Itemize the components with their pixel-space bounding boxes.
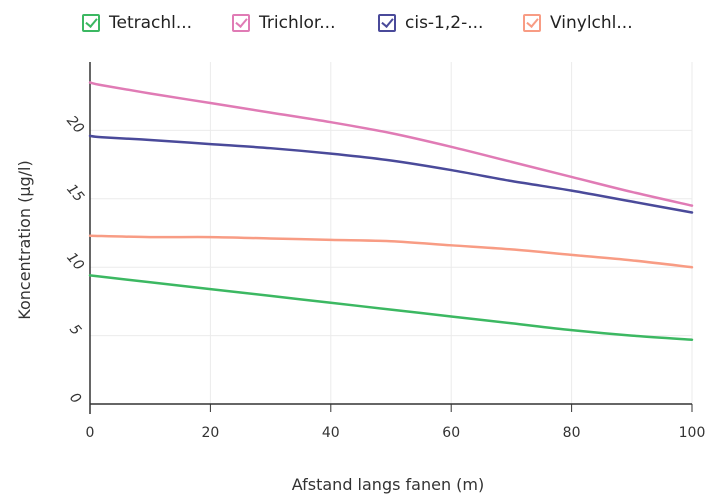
series-lines bbox=[88, 81, 694, 341]
y-tick-labels: 0 5 10 15 20 bbox=[63, 113, 87, 407]
checkbox-icon[interactable] bbox=[232, 14, 250, 32]
grid bbox=[90, 62, 693, 404]
axes bbox=[89, 62, 693, 414]
checkbox-icon[interactable] bbox=[378, 14, 396, 32]
y-tick-label: 0 bbox=[66, 390, 84, 407]
x-tick-label: 100 bbox=[679, 425, 706, 441]
legend-label: Vinylchl... bbox=[550, 13, 633, 33]
legend-label: Trichlor... bbox=[259, 13, 336, 33]
y-tick-label: 5 bbox=[66, 321, 84, 338]
y-tick-label: 20 bbox=[63, 113, 87, 137]
x-tick-label: 20 bbox=[201, 425, 219, 441]
legend-label: Tetrachl... bbox=[109, 13, 193, 33]
series-line-4 bbox=[88, 234, 694, 269]
checkbox-icon[interactable] bbox=[523, 14, 541, 32]
series-line-1 bbox=[88, 274, 694, 341]
x-tick-label: 0 bbox=[86, 425, 95, 441]
legend-label: cis-1,2-... bbox=[405, 13, 484, 33]
x-tick-label: 60 bbox=[442, 425, 460, 441]
x-tick-label: 80 bbox=[563, 425, 581, 441]
legend-item-4[interactable]: Vinylchl... bbox=[523, 10, 633, 36]
legend: Tetrachl... Trichlor... cis-1,2-... Vinylch… bbox=[0, 0, 712, 46]
legend-item-2[interactable]: Trichlor... bbox=[232, 10, 335, 36]
checkbox-icon[interactable] bbox=[82, 14, 100, 32]
legend-item-1[interactable]: Tetrachl... bbox=[82, 10, 192, 36]
series-line-2 bbox=[88, 81, 694, 207]
x-tick-labels: 0 20 40 60 80 100 bbox=[86, 425, 706, 441]
y-tick-label: 15 bbox=[63, 181, 87, 205]
y-tick-label: 10 bbox=[63, 250, 87, 274]
legend-item-3[interactable]: cis-1,2-... bbox=[378, 10, 483, 36]
x-axis-label: Afstand langs fanen (m) bbox=[292, 475, 485, 494]
series-line-3 bbox=[88, 134, 694, 214]
x-tick-label: 40 bbox=[322, 425, 340, 441]
y-axis-label: Koncentration (µg/l) bbox=[15, 160, 34, 319]
